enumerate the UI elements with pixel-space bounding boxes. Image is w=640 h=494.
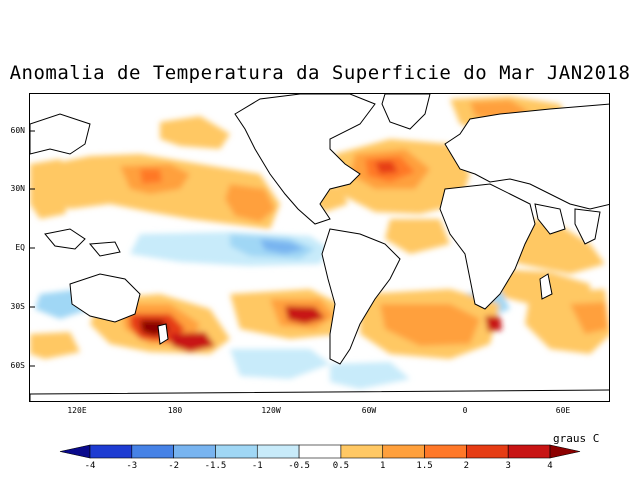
east-asia xyxy=(30,113,91,155)
colorbar-segment xyxy=(215,444,258,459)
antarctica xyxy=(30,389,609,401)
colorbar-segment xyxy=(340,444,384,459)
latitude-label-60s: 60S xyxy=(10,361,25,370)
colorbar xyxy=(59,444,581,459)
colorbar-tick-label: -4 xyxy=(84,461,96,471)
greenland xyxy=(381,94,431,130)
colorbar-arrow-high xyxy=(549,444,581,459)
colorbar-arrow-low xyxy=(59,444,91,459)
colorbar-segment xyxy=(173,444,216,459)
south-america xyxy=(321,228,401,365)
longitude-label-120e: 120E xyxy=(67,406,87,415)
north-america xyxy=(234,94,376,225)
colorbar-segment xyxy=(507,444,551,459)
longitude-label-60w: 60W xyxy=(361,406,377,415)
colorbar-tick-label: -1 xyxy=(251,461,263,471)
colorbar-segment xyxy=(466,444,509,459)
latitude-label-eq: EQ xyxy=(15,243,25,252)
colorbar-segment xyxy=(298,444,342,459)
longitude-label-0: 0 xyxy=(462,406,468,415)
longitude-label-180: 180 xyxy=(167,406,183,415)
map-title: Anomalia de Temperatura da Superficie do… xyxy=(9,62,631,84)
landmasses xyxy=(30,94,609,401)
india xyxy=(574,208,601,245)
colorbar-tick-label: -2 xyxy=(168,461,180,471)
colorbar-segment xyxy=(89,444,133,459)
colorbar-tick-label: 0.5 xyxy=(332,461,350,471)
colorbar-tick-label: -0.5 xyxy=(288,461,310,471)
africa xyxy=(439,183,536,310)
latitude-ticks xyxy=(30,130,35,367)
sst-anomaly-field xyxy=(30,94,609,401)
australia xyxy=(69,273,141,323)
colorbar-tick-label: 1 xyxy=(380,461,386,471)
arabia xyxy=(534,203,566,235)
latitude-label-60n: 60N xyxy=(10,126,25,135)
colorbar-tick-label: 2 xyxy=(463,461,470,471)
madagascar xyxy=(539,273,553,300)
colorbar-units-label: graus C xyxy=(553,432,600,445)
colorbar-segment xyxy=(131,444,174,459)
longitude-label-60e: 60E xyxy=(555,406,571,415)
anomaly-shading xyxy=(30,96,609,389)
colorbar-segment xyxy=(382,444,425,459)
longitude-label-120w: 120W xyxy=(261,406,281,415)
colorbar-tick-label: 1.5 xyxy=(416,461,433,471)
latitude-label-30n: 30N xyxy=(10,184,25,193)
indonesia xyxy=(44,228,86,250)
new-zealand xyxy=(157,323,169,345)
colorbar-tick-label: 3 xyxy=(505,461,511,471)
new-guinea xyxy=(88,241,121,257)
colorbar-tick-label: 4 xyxy=(547,461,553,471)
colorbar-segment xyxy=(424,444,467,459)
colorbar-segment xyxy=(256,444,300,459)
colorbar-tick-label: -3 xyxy=(126,461,138,471)
latitude-label-30s: 30S xyxy=(10,302,25,311)
colorbar-tick-label: -1.5 xyxy=(204,461,227,471)
sst-anomaly-map xyxy=(29,93,610,402)
eurasia xyxy=(444,103,609,210)
